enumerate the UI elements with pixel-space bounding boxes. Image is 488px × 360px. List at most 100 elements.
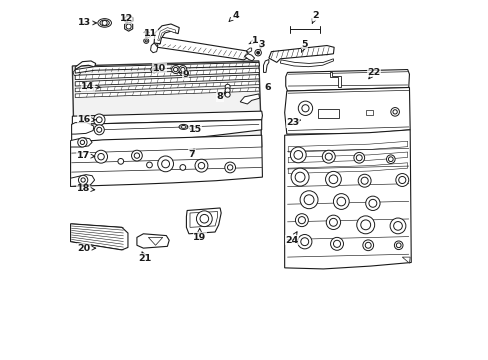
Circle shape (297, 234, 311, 249)
Circle shape (333, 194, 348, 210)
Text: 12: 12 (119, 14, 133, 24)
Polygon shape (246, 48, 251, 52)
Circle shape (304, 195, 313, 204)
Polygon shape (287, 141, 407, 152)
Circle shape (97, 127, 102, 132)
Text: 21: 21 (138, 252, 151, 263)
Circle shape (81, 178, 85, 182)
Circle shape (224, 88, 230, 93)
Polygon shape (72, 61, 261, 152)
Circle shape (198, 162, 204, 169)
Polygon shape (72, 123, 94, 134)
Text: 13: 13 (78, 18, 96, 27)
Circle shape (322, 150, 335, 163)
Polygon shape (244, 54, 254, 61)
Circle shape (362, 240, 373, 251)
Circle shape (293, 150, 302, 159)
Circle shape (387, 157, 392, 162)
Text: 5: 5 (301, 40, 307, 52)
Circle shape (325, 171, 341, 187)
Polygon shape (156, 37, 249, 60)
Circle shape (356, 155, 362, 161)
Text: 3: 3 (258, 40, 264, 49)
Text: 9: 9 (179, 71, 188, 80)
Circle shape (333, 240, 340, 247)
Circle shape (360, 220, 370, 230)
Polygon shape (75, 68, 259, 80)
Circle shape (80, 140, 84, 144)
Circle shape (227, 165, 232, 170)
Circle shape (143, 39, 148, 43)
Circle shape (196, 211, 212, 226)
Text: 8: 8 (216, 92, 224, 101)
Circle shape (298, 217, 305, 224)
Circle shape (336, 197, 345, 206)
Polygon shape (285, 69, 408, 91)
Circle shape (395, 174, 408, 186)
Ellipse shape (100, 20, 109, 26)
Circle shape (396, 243, 400, 248)
Circle shape (224, 92, 230, 97)
Polygon shape (268, 45, 333, 62)
Circle shape (328, 175, 337, 184)
Polygon shape (148, 237, 163, 245)
Circle shape (224, 162, 235, 173)
Circle shape (390, 108, 399, 116)
Polygon shape (72, 111, 262, 125)
Circle shape (353, 152, 364, 163)
Circle shape (392, 110, 396, 114)
Polygon shape (154, 24, 179, 44)
Polygon shape (186, 208, 221, 234)
Circle shape (152, 68, 155, 71)
Text: 22: 22 (366, 68, 380, 79)
Polygon shape (73, 69, 80, 76)
Circle shape (254, 49, 261, 56)
Polygon shape (70, 135, 262, 186)
Circle shape (386, 155, 394, 163)
Polygon shape (402, 257, 409, 263)
Text: 17: 17 (76, 151, 95, 160)
Text: 10: 10 (152, 64, 166, 73)
Circle shape (300, 238, 308, 246)
Text: 15: 15 (187, 125, 202, 134)
Circle shape (118, 158, 123, 164)
Circle shape (93, 114, 105, 126)
Circle shape (330, 237, 343, 250)
Circle shape (290, 168, 308, 186)
Ellipse shape (181, 126, 185, 129)
Circle shape (126, 24, 131, 29)
Polygon shape (150, 43, 158, 53)
Text: 16: 16 (78, 115, 95, 124)
Text: 11: 11 (143, 29, 157, 39)
Circle shape (173, 67, 178, 72)
Circle shape (94, 150, 107, 163)
Circle shape (365, 196, 379, 211)
Polygon shape (70, 175, 94, 186)
Bar (317, 109, 338, 118)
Circle shape (151, 66, 157, 73)
Circle shape (134, 153, 139, 158)
Polygon shape (72, 120, 261, 142)
Text: 1: 1 (248, 36, 258, 45)
Polygon shape (284, 87, 409, 134)
Text: 20: 20 (78, 244, 96, 253)
Text: 4: 4 (228, 10, 238, 22)
Text: 19: 19 (193, 228, 206, 242)
Circle shape (365, 242, 370, 248)
Text: 6: 6 (264, 83, 270, 92)
Circle shape (78, 175, 88, 185)
Polygon shape (329, 72, 341, 87)
Circle shape (325, 153, 332, 160)
Circle shape (393, 221, 402, 230)
Polygon shape (263, 59, 268, 72)
Polygon shape (190, 212, 217, 227)
Circle shape (301, 105, 308, 112)
Polygon shape (70, 138, 92, 147)
Circle shape (389, 218, 405, 234)
Circle shape (398, 176, 405, 184)
Text: 7: 7 (188, 149, 195, 159)
Circle shape (145, 40, 147, 42)
Circle shape (158, 156, 173, 172)
Circle shape (94, 125, 104, 135)
Circle shape (256, 51, 259, 54)
